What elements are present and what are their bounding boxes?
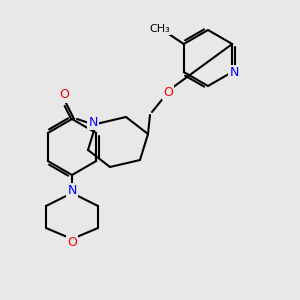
Text: O: O bbox=[59, 88, 69, 101]
Text: O: O bbox=[67, 236, 77, 248]
Text: N: N bbox=[88, 116, 98, 128]
Text: O: O bbox=[163, 85, 173, 98]
Text: N: N bbox=[230, 67, 239, 80]
Text: CH₃: CH₃ bbox=[149, 24, 170, 34]
Text: N: N bbox=[67, 184, 77, 197]
